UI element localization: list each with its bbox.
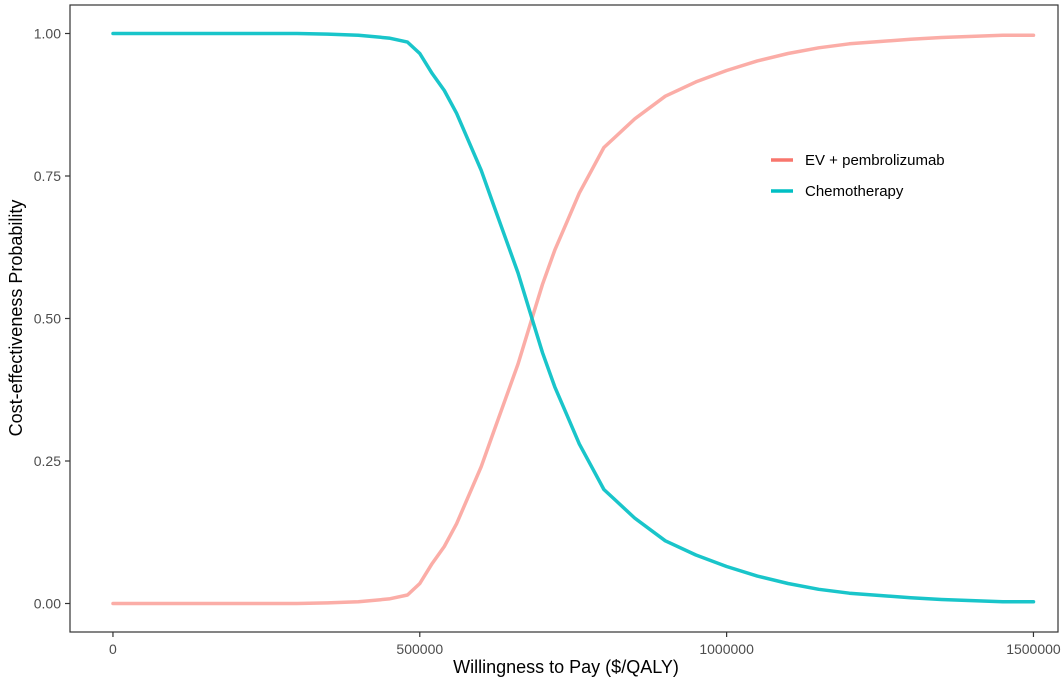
y-tick-label: 0.25 — [34, 453, 61, 469]
legend-label-ev-pembrolizumab: EV + pembrolizumab — [805, 152, 945, 169]
y-tick-label: 0.75 — [34, 168, 61, 184]
series-line-chemotherapy — [111, 31, 1036, 604]
x-tick-label: 1000000 — [699, 641, 754, 657]
legend: EV + pembrolizumab Chemotherapy — [771, 152, 945, 200]
y-tick-label: 0.00 — [34, 596, 61, 612]
y-axis-title: Cost-effectiveness Probability — [6, 200, 26, 437]
legend-label-chemotherapy: Chemotherapy — [805, 183, 904, 200]
x-tick-label: 0 — [109, 641, 117, 657]
x-tick-label: 500000 — [396, 641, 443, 657]
x-axis: 0 500000 1000000 1500000 — [109, 632, 1061, 657]
series-line-ev-pembrolizumab — [111, 33, 1036, 606]
y-tick-label: 1.00 — [34, 26, 61, 42]
y-axis: 0.00 0.25 0.50 0.75 1.00 — [34, 26, 70, 612]
x-axis-title: Willingness to Pay ($/QALY) — [453, 657, 679, 677]
y-tick-label: 0.50 — [34, 311, 61, 327]
series-lines — [111, 31, 1036, 606]
x-tick-label: 1500000 — [1006, 641, 1061, 657]
